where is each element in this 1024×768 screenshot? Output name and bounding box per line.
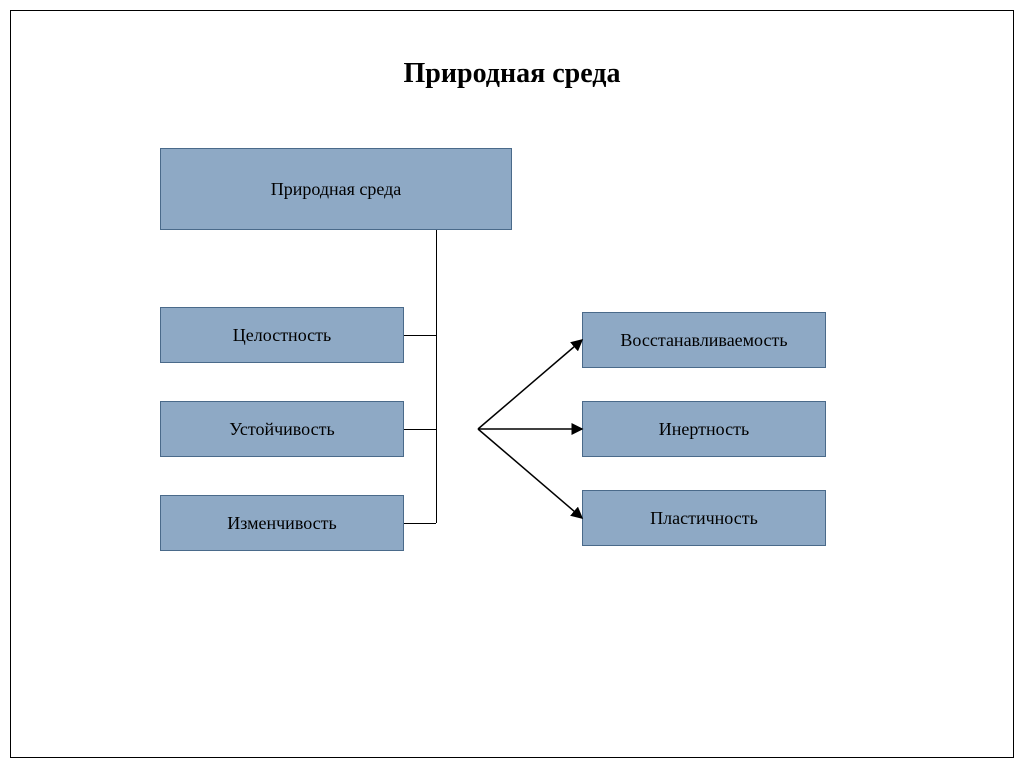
arrow-0 [478, 340, 582, 429]
arrows-group [0, 0, 1024, 768]
arrow-2 [478, 429, 582, 518]
